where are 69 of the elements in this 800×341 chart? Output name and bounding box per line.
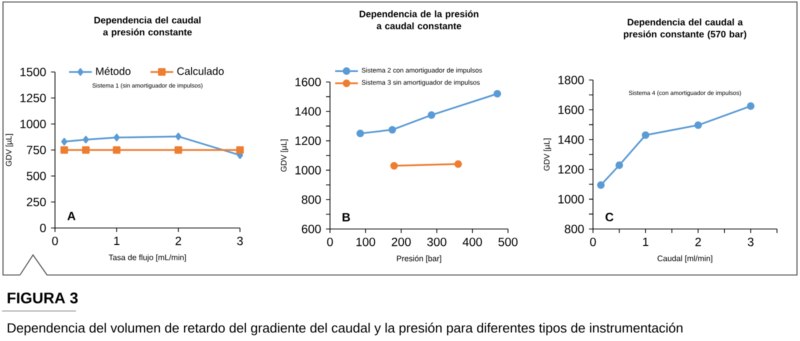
point (236, 146, 244, 154)
point (114, 134, 120, 142)
text: Dependencia del volumen de retardo del gradiente del caudal y la presión para diferentes tipos de instrumentación (8, 322, 682, 336)
point (746, 102, 755, 110)
chart-title: Dependencia del caudal a presión constante (94, 16, 201, 38)
y-tick-label: 600 (302, 224, 321, 234)
y-tick-label: 1000 (296, 166, 321, 174)
chart-title: Dependencia del caudal a presión constante (570 bar) (624, 18, 746, 40)
y-tick-label: 250 (26, 198, 46, 206)
point (356, 130, 364, 138)
point (494, 90, 502, 98)
x-tick-label: 0 (327, 238, 333, 246)
point (61, 138, 68, 146)
x-tick-label: 1 (114, 236, 120, 245)
annotation: B (342, 213, 350, 222)
y-tick-label: 800 (302, 195, 321, 204)
point (428, 111, 436, 119)
x-tick-label: 500 (498, 238, 518, 246)
y-tick-label: 1400 (296, 107, 321, 116)
point (175, 132, 182, 140)
y-tick-label: 750 (26, 146, 46, 154)
y-tick-label: 1600 (558, 106, 584, 114)
y-axis-title: GDV [µL] (280, 140, 288, 172)
point (60, 146, 68, 154)
x-tick-label: 0 (52, 236, 58, 246)
legend-label: Método (96, 67, 130, 76)
point (454, 160, 462, 168)
point (82, 136, 89, 144)
x-axis-title: Tasa de flujo [mL/min] (108, 254, 186, 262)
y-tick-label: 1000 (558, 194, 584, 204)
x-tick-label: 300 (427, 238, 446, 246)
point (597, 181, 605, 189)
y-tick-label: 0 (40, 224, 46, 232)
y-axis-title: GDV [µL] (6, 134, 14, 166)
x-tick-label: 0 (590, 238, 596, 246)
y-tick-label: 1250 (20, 94, 46, 102)
chart-title: Dependencia de la presión a caudal constante (360, 10, 478, 30)
legend-label: Calculado (177, 67, 224, 75)
y-tick-label: 1000 (20, 120, 46, 128)
annotation: C (606, 212, 614, 222)
y-tick-label: 1200 (558, 165, 584, 174)
y-axis-title: GDV [µL] (544, 138, 552, 171)
x-tick-label: 2 (695, 238, 701, 246)
x-tick-label: 3 (748, 238, 754, 246)
y-tick-label: 500 (26, 172, 46, 180)
point (174, 146, 182, 154)
point (112, 146, 120, 154)
y-tick-label: 1400 (558, 135, 584, 144)
x-tick-label: 100 (356, 238, 376, 246)
text: FIGURA 3 (8, 292, 78, 304)
point (390, 162, 398, 170)
x-tick-label: 400 (462, 238, 482, 246)
x-tick-label: 3 (237, 236, 243, 246)
x-axis-title: Caudal [ml/min] (658, 255, 712, 263)
y-tick-label: 1500 (20, 68, 46, 76)
point (694, 121, 702, 129)
point (388, 126, 396, 134)
x-tick-label: 1 (643, 238, 648, 246)
x-tick-label: 2 (176, 236, 182, 246)
point (82, 146, 90, 154)
y-tick-label: 1600 (296, 78, 321, 86)
y-tick-label: 1800 (558, 76, 584, 84)
y-tick-label: 1200 (296, 136, 321, 146)
annotation: A (67, 212, 76, 220)
x-axis-title: Presión [bar] (396, 255, 442, 263)
x-tick-label: 200 (392, 238, 411, 246)
point (642, 131, 650, 139)
y-tick-label: 800 (564, 224, 584, 234)
point (615, 161, 624, 170)
